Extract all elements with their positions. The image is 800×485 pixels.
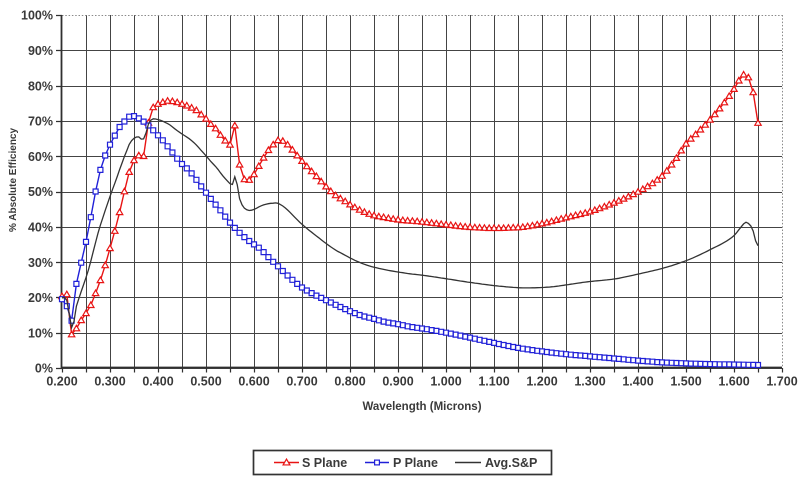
svg-text:0%: 0%	[35, 362, 53, 376]
svg-text:P Plane: P Plane	[393, 456, 438, 470]
svg-text:Wavelength (Microns): Wavelength (Microns)	[362, 401, 481, 413]
svg-text:0.300: 0.300	[94, 375, 125, 389]
svg-text:0.500: 0.500	[190, 375, 221, 389]
svg-text:0.400: 0.400	[142, 375, 173, 389]
svg-text:50%: 50%	[28, 185, 53, 199]
svg-text:40%: 40%	[28, 221, 53, 235]
svg-text:1.400: 1.400	[622, 375, 653, 389]
svg-text:80%: 80%	[28, 79, 53, 93]
svg-text:0.200: 0.200	[46, 375, 77, 389]
svg-text:100%: 100%	[21, 9, 53, 23]
svg-text:1.600: 1.600	[718, 375, 749, 389]
svg-text:30%: 30%	[28, 256, 53, 270]
svg-text:1.000: 1.000	[430, 375, 461, 389]
svg-text:% Absolute Efficiency: % Absolute Efficiency	[8, 128, 19, 233]
svg-text:1.200: 1.200	[526, 375, 557, 389]
svg-text:Avg.S&P: Avg.S&P	[485, 456, 537, 470]
svg-text:0.600: 0.600	[238, 375, 269, 389]
svg-text:60%: 60%	[28, 150, 53, 164]
svg-text:0.900: 0.900	[382, 375, 413, 389]
svg-text:S Plane: S Plane	[302, 456, 347, 470]
svg-text:70%: 70%	[28, 115, 53, 129]
svg-text:0.800: 0.800	[334, 375, 365, 389]
svg-text:90%: 90%	[28, 44, 53, 58]
svg-text:1.100: 1.100	[478, 375, 509, 389]
svg-text:1.700: 1.700	[766, 375, 797, 389]
svg-text:0.700: 0.700	[286, 375, 317, 389]
svg-text:1.300: 1.300	[574, 375, 605, 389]
svg-text:20%: 20%	[28, 291, 53, 305]
svg-text:1.500: 1.500	[670, 375, 701, 389]
svg-text:10%: 10%	[28, 326, 53, 340]
